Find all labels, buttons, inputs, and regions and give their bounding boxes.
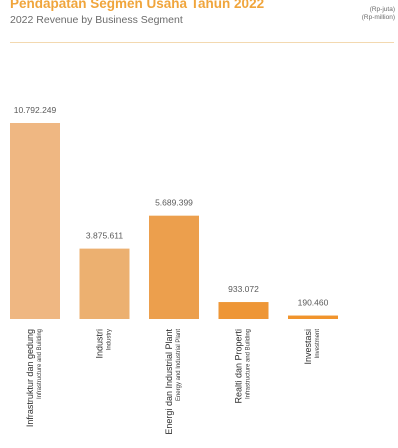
value-label-1: 10.792.249 xyxy=(14,105,57,115)
unit-label-id: (Rp-juta) xyxy=(369,6,395,13)
value-label-5: 190.460 xyxy=(298,298,329,308)
bar-5 xyxy=(288,315,338,319)
category-label-5: Investasi Investment xyxy=(303,329,321,365)
unit-note: (Rp-juta) (Rp-million) xyxy=(362,6,395,22)
category-main-5: Investasi xyxy=(303,329,313,365)
category-sub-4: Infrastructure and Building xyxy=(246,329,252,399)
category-main-3: Energi dan Industrial Plant xyxy=(164,329,174,435)
category-sub-5: Investment xyxy=(315,329,321,359)
chart-title: Pendapatan Segmen Usaha Tahun 2022 xyxy=(10,0,265,11)
category-main-1: Infrastruktur dan gedung xyxy=(25,329,35,427)
value-label-3: 5.689.399 xyxy=(155,198,193,208)
category-sub-2: Industry xyxy=(107,329,113,350)
category-label-3: Energi dan Industrial Plant Energy and In… xyxy=(164,329,182,435)
header-divider xyxy=(10,42,394,43)
value-label-4: 933.072 xyxy=(228,284,259,294)
chart-subtitle: 2022 Revenue by Business Segment xyxy=(10,14,183,26)
category-main-4: Realti dan Properti xyxy=(234,329,244,404)
category-main-2: Industri xyxy=(95,329,105,359)
category-label-1: Infrastruktur dan gedung Infrastructure a… xyxy=(25,329,43,427)
category-label-2: Industri Industry xyxy=(95,329,113,359)
category-label-4: Realti dan Properti Infrastructure and Bu… xyxy=(234,329,252,404)
value-label-2: 3.875.611 xyxy=(86,231,123,241)
bar-3 xyxy=(149,215,199,319)
bar-4 xyxy=(218,302,269,319)
bar-2 xyxy=(79,248,130,319)
category-sub-1: Infrastructure and Building xyxy=(37,329,43,399)
category-sub-3: Energy and Industrial Plant xyxy=(176,329,182,401)
bar-1 xyxy=(10,123,60,319)
unit-label-en: (Rp-million) xyxy=(361,14,395,21)
